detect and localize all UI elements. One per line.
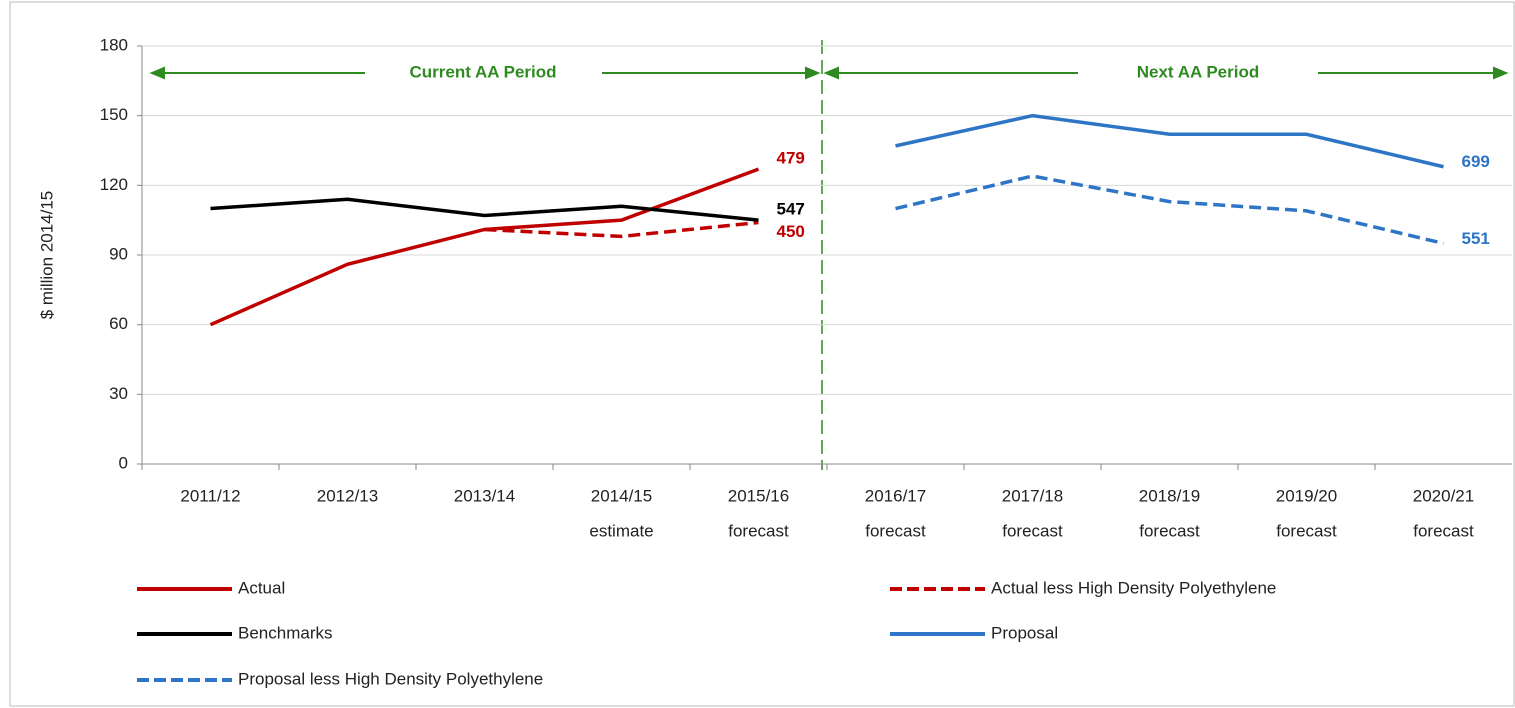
x-tick-label: forecast — [1413, 521, 1474, 540]
y-tick-label: 150 — [100, 105, 128, 124]
legend-label: Proposal — [991, 623, 1058, 642]
end-label: 699 — [1462, 152, 1490, 171]
y-tick-label: 120 — [100, 175, 128, 194]
x-tick-label: forecast — [865, 521, 926, 540]
x-tick-label: forecast — [1002, 521, 1063, 540]
x-tick-label: 2019/20 — [1276, 486, 1337, 505]
legend-label: Proposal less High Density Polyethylene — [238, 669, 543, 688]
legend-label: Actual less High Density Polyethylene — [991, 578, 1276, 597]
frame — [9, 1, 1515, 707]
series-line — [895, 174, 1444, 246]
annotation: Next AA Period — [1137, 62, 1260, 81]
x-tick-label: forecast — [728, 521, 789, 540]
series-line — [895, 113, 1444, 169]
series-line — [484, 220, 759, 239]
y-tick-label: 0 — [119, 453, 128, 472]
period-arrows — [149, 66, 1509, 80]
x-tick-label: 2013/14 — [454, 486, 515, 505]
series-line — [210, 197, 759, 222]
x-tick-label: 2018/19 — [1139, 486, 1200, 505]
y-tick-label: 30 — [109, 384, 128, 403]
end-label: 547 — [777, 200, 805, 219]
y-axis-label: $ million 2014/15 — [37, 191, 56, 320]
x-tick-label: 2011/12 — [180, 486, 240, 505]
y-tick-label: 90 — [109, 244, 128, 263]
x-tick-label: 2017/18 — [1002, 486, 1063, 505]
end-label: 551 — [1462, 229, 1490, 248]
legend-label: Actual — [238, 578, 285, 597]
x-tick-label: estimate — [589, 521, 653, 540]
y-tick-label: 180 — [100, 35, 128, 54]
y-tick-label: 60 — [109, 314, 128, 333]
end-label: 450 — [777, 222, 805, 241]
x-tick-label: 2016/17 — [865, 486, 926, 505]
annotation: Current AA Period — [409, 62, 556, 81]
x-tick-label: 2014/15 — [591, 486, 652, 505]
end-label: 479 — [777, 149, 805, 168]
x-tick-label: 2015/16 — [728, 486, 789, 505]
x-tick-label: 2012/13 — [317, 486, 378, 505]
series-line — [209, 167, 760, 327]
legend-label: Benchmarks — [238, 623, 332, 642]
x-tick-label: forecast — [1139, 521, 1200, 540]
x-tick-label: 2020/21 — [1413, 486, 1474, 505]
x-tick-label: forecast — [1276, 521, 1337, 540]
